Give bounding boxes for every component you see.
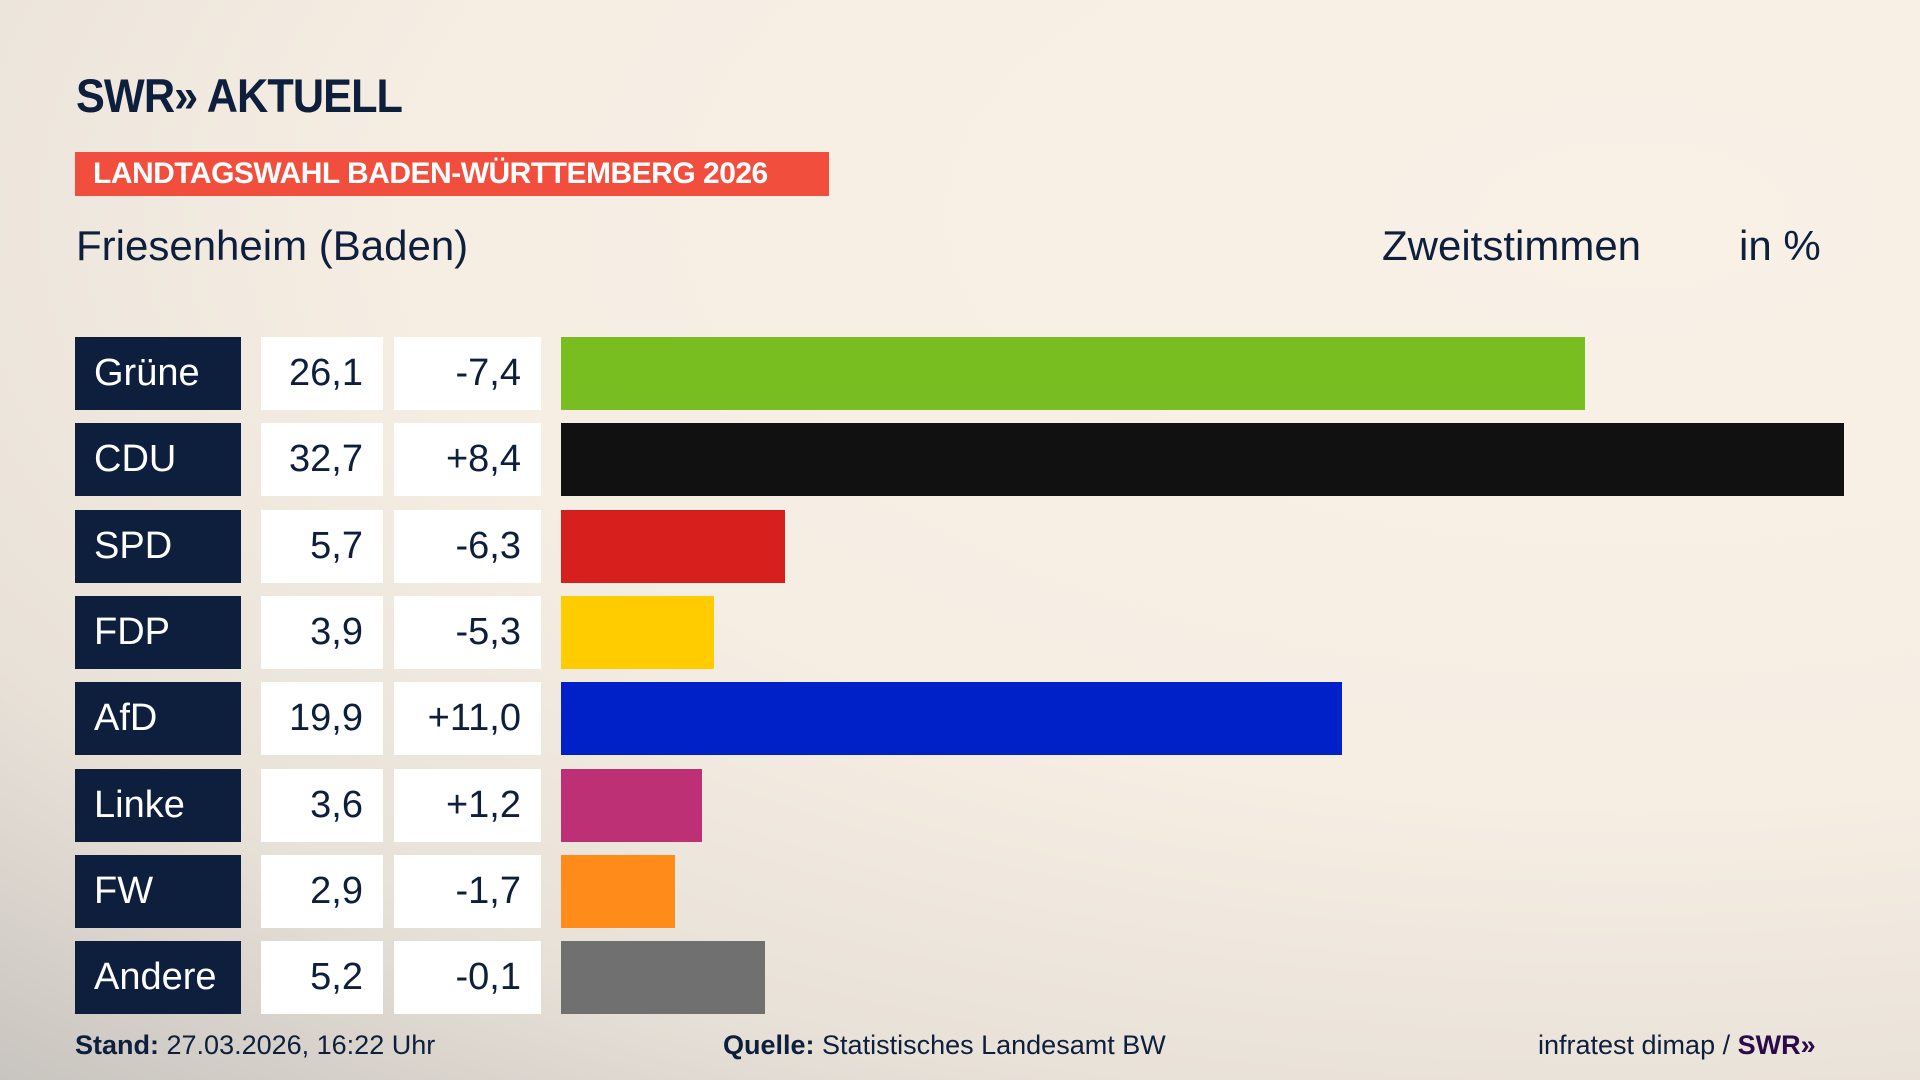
unit-label: in % [1739,222,1821,269]
vote-type-label: Zweitstimmen [1382,222,1642,269]
party-row: CDU 32,7 +8,4 [75,423,1875,497]
change-label: -5,3 [394,595,541,669]
location-title: Friesenheim (Baden) [76,222,469,269]
source: Quelle: Statistisches Landesamt BW [723,1030,1166,1061]
change-label: +11,0 [394,682,541,756]
source-value: Statistisches Landesamt BW [822,1030,1166,1060]
bar-spd [561,509,785,583]
party-label: Linke [75,768,241,842]
party-row: AfD 19,9 +11,0 [75,682,1875,756]
change-label: -1,7 [394,854,541,928]
change-label: +8,4 [394,423,541,497]
source-label: Quelle: [723,1030,815,1060]
party-label: SPD [75,509,241,583]
stand-value: 27.03.2026, 16:22 Uhr [166,1030,436,1060]
change-label: -7,4 [394,337,541,410]
credit: infratest dimap / SWR» [1538,1030,1816,1061]
party-row: FW 2,9 -1,7 [75,854,1875,928]
value-label: 5,2 [261,941,383,1015]
bar-linke [561,768,703,842]
party-row: Linke 3,6 +1,2 [75,768,1875,842]
swr-logo: SWR» [1737,1030,1816,1060]
party-label: FW [75,854,241,928]
value-label: 5,7 [261,509,383,583]
bar-afd [561,682,1342,756]
change-label: -0,1 [394,941,541,1015]
party-label: Andere [75,941,241,1015]
bar-cdu [561,423,1844,497]
value-label: 2,9 [261,854,383,928]
timestamp: Stand: 27.03.2026, 16:22 Uhr [75,1030,435,1061]
value-label: 26,1 [261,337,383,410]
bar-andere [561,941,766,1015]
value-label: 32,7 [261,423,383,497]
swr-aktuell-logo: SWR» AKTUELL [76,69,403,122]
value-label: 19,9 [261,682,383,756]
change-label: -6,3 [394,509,541,583]
party-row: FDP 3,9 -5,3 [75,595,1875,669]
party-row: Andere 5,2 -0,1 [75,941,1875,1015]
party-label: AfD [75,682,241,756]
stand-label: Stand: [75,1030,159,1060]
party-row: Grüne 26,1 -7,4 [75,337,1875,410]
party-label: CDU [75,423,241,497]
party-row: SPD 5,7 -6,3 [75,509,1875,583]
party-label: Grüne [75,337,241,410]
bar-grüne [561,337,1586,410]
change-label: +1,2 [394,768,541,842]
election-banner: LANDTAGSWAHL BADEN-WÜRTTEMBERG 2026 [75,152,829,196]
value-label: 3,6 [261,768,383,842]
credit-text: infratest dimap / [1538,1030,1738,1060]
value-label: 3,9 [261,595,383,669]
bar-fw [561,854,675,928]
bar-fdp [561,595,715,669]
party-label: FDP [75,595,241,669]
